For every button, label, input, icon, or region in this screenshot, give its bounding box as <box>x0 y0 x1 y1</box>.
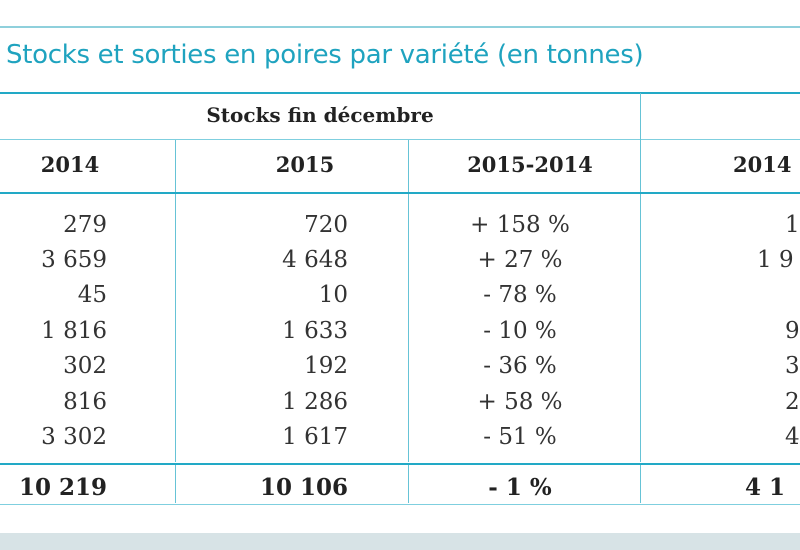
cell-change: - 36 % <box>483 353 557 379</box>
col-divider-1 <box>175 194 176 462</box>
cell-2014: 279 <box>63 212 107 238</box>
total-2014: 10 219 <box>18 474 107 501</box>
col-divider-2 <box>408 194 409 462</box>
cell-next: 1 9 <box>757 247 794 273</box>
cell-2015: 4 648 <box>282 247 348 273</box>
cell-next: 2 <box>785 389 800 415</box>
col-head-change: 2015-2014 <box>467 152 593 177</box>
group-rule <box>0 139 800 140</box>
cell-2014: 302 <box>63 353 107 379</box>
total-2015: 10 106 <box>259 474 348 501</box>
col-head-2014-next: 2014 <box>733 152 792 177</box>
col-divider-2-total <box>408 465 409 503</box>
cell-change: + 27 % <box>477 247 563 273</box>
cell-2014: 3 659 <box>41 247 107 273</box>
cell-2015: 192 <box>304 353 348 379</box>
col-divider-1-head <box>175 140 176 192</box>
cell-next: 4 <box>785 424 800 450</box>
cell-2015: 10 <box>318 282 348 308</box>
cell-change: - 10 % <box>483 318 557 344</box>
header-rule <box>0 192 800 194</box>
total-next: 4 1 <box>745 474 786 501</box>
col-divider-2-head <box>408 140 409 192</box>
total-rule <box>0 463 800 465</box>
cell-next: 18 <box>785 212 800 238</box>
title-rule <box>0 92 800 94</box>
cell-change: - 78 % <box>483 282 557 308</box>
cell-2014: 3 302 <box>41 424 107 450</box>
col-divider-1-total <box>175 465 176 503</box>
cell-change: + 158 % <box>470 212 570 238</box>
table-title: Stocks et sorties en poires par variété … <box>6 40 644 70</box>
cell-next: 9 <box>785 318 800 344</box>
cell-next: 3 <box>785 353 800 379</box>
col-divider-3-total <box>640 465 641 503</box>
cell-2014: 1 816 <box>41 318 107 344</box>
cell-change: - 51 % <box>483 424 557 450</box>
footer-band <box>0 533 800 550</box>
cell-2015: 1 633 <box>282 318 348 344</box>
top-rule <box>0 26 800 28</box>
col-head-2014: 2014 <box>40 152 100 177</box>
group-divider <box>640 93 641 140</box>
col-divider-3 <box>640 194 641 462</box>
cell-2014: 45 <box>77 282 107 308</box>
total-change: - 1 % <box>488 474 552 501</box>
col-head-2015: 2015 <box>275 152 335 177</box>
cell-2015: 720 <box>304 212 348 238</box>
group-header: Stocks fin décembre <box>206 103 434 127</box>
cell-2014: 816 <box>63 389 107 415</box>
col-divider-3-head <box>640 140 641 192</box>
bottom-rule <box>0 504 800 505</box>
cell-change: + 58 % <box>477 389 563 415</box>
cell-2015: 1 617 <box>282 424 348 450</box>
cell-2015: 1 286 <box>282 389 348 415</box>
